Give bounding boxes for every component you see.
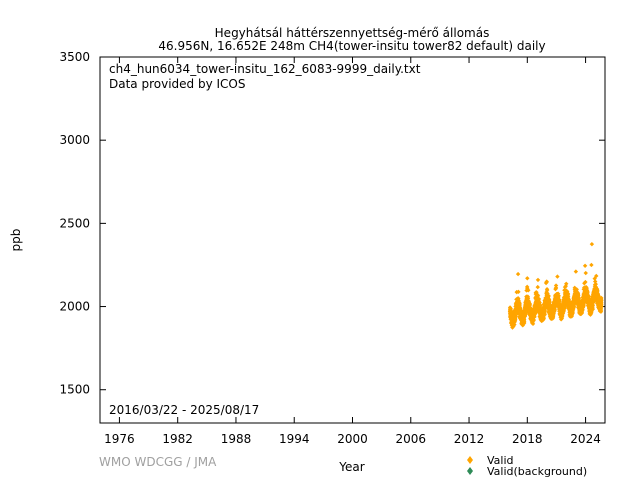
- y-tick-label: 2500: [59, 216, 90, 230]
- data-point: [593, 281, 598, 287]
- chart-subtitle: 46.956N, 16.652E 248m CH4(tower-insitu t…: [158, 39, 545, 53]
- data-point: [522, 319, 527, 324]
- data-point: [555, 274, 560, 279]
- legend-valid-label: Valid: [487, 454, 514, 467]
- data-point: [590, 307, 595, 312]
- data-point: [517, 301, 522, 307]
- data-point: [557, 298, 562, 304]
- data-point: [528, 306, 533, 311]
- data-point: [512, 322, 517, 327]
- data-point: [542, 309, 548, 314]
- x-tick-label: 1988: [221, 432, 252, 446]
- data-point: [590, 303, 596, 308]
- data-point: [562, 304, 567, 310]
- data-point: [576, 295, 582, 301]
- legend-background-label: Valid(background): [487, 465, 587, 478]
- x-tick-label: 2006: [395, 432, 426, 446]
- data-point: [555, 291, 561, 296]
- chart-title: Hegyhátsál háttérszennyettség-mérő állom…: [215, 26, 490, 40]
- data-point: [534, 290, 539, 295]
- x-axis-ticks: 1976 1982 1988 1994 2000 2006 2012 2018 2024: [104, 57, 601, 446]
- data-point: [574, 287, 579, 292]
- y-axis-ticks: 1500 2000 2500 3000 3500: [59, 50, 605, 397]
- data-point: [516, 298, 521, 303]
- data-point: [582, 285, 587, 290]
- y-tick-label: 3000: [59, 133, 90, 147]
- data-point: [515, 271, 521, 277]
- data-point: [583, 270, 588, 276]
- credit-label: WMO WDCGG / JMA: [99, 455, 217, 469]
- y-tick-label: 2000: [59, 300, 90, 314]
- data-point: [599, 298, 604, 303]
- plot-frame: [99, 56, 606, 424]
- data-points: [507, 241, 604, 330]
- data-point: [589, 262, 594, 268]
- data-point: [527, 302, 533, 308]
- data-point: [582, 263, 588, 268]
- provider-label: Data provided by ICOS: [109, 77, 245, 91]
- data-point: [594, 273, 599, 279]
- data-point: [535, 284, 540, 290]
- data-point: [525, 276, 530, 281]
- data-point: [541, 315, 546, 321]
- data-point: [585, 289, 590, 295]
- x-tick-label: 2024: [570, 432, 601, 446]
- data-point: [544, 287, 550, 293]
- file-label: ch4_hun6034_tower-insitu_162_6083-9999_d…: [109, 62, 421, 76]
- data-point: [536, 296, 542, 302]
- data-point: [581, 303, 586, 308]
- data-point: [516, 289, 521, 295]
- data-point: [589, 241, 595, 247]
- x-tick-label: 1976: [104, 432, 135, 446]
- data-point: [556, 297, 562, 302]
- data-point: [535, 277, 541, 283]
- green-diamond-marker: [467, 467, 473, 475]
- data-point: [535, 293, 541, 298]
- x-tick-label: 1994: [279, 432, 310, 446]
- x-tick-label: 2000: [337, 432, 368, 446]
- data-point: [583, 279, 588, 285]
- data-point: [593, 279, 598, 284]
- data-point: [599, 295, 604, 301]
- data-point: [546, 293, 551, 299]
- x-axis-label: Year: [338, 460, 364, 474]
- y-axis-label: ppb: [9, 229, 23, 252]
- data-point: [573, 269, 579, 274]
- x-tick-label: 2012: [454, 432, 485, 446]
- y-tick-label: 1500: [59, 383, 90, 397]
- legend: Valid Valid(background): [467, 454, 587, 478]
- data-point: [595, 288, 600, 294]
- y-tick-label: 3500: [59, 50, 90, 64]
- data-point: [530, 321, 536, 327]
- data-point: [531, 317, 536, 323]
- data-point: [598, 307, 604, 313]
- data-point: [512, 319, 518, 324]
- data-point: [546, 297, 552, 302]
- data-point: [513, 317, 518, 323]
- data-point: [552, 307, 557, 312]
- date-range-label: 2016/03/22 - 2025/08/17: [109, 403, 259, 417]
- data-point: [553, 283, 559, 288]
- data-point: [564, 289, 570, 294]
- data-point: [599, 303, 604, 309]
- data-point: [532, 314, 537, 320]
- data-point: [526, 288, 531, 293]
- data-point: [576, 293, 581, 298]
- x-tick-label: 2018: [512, 432, 543, 446]
- data-point: [544, 279, 549, 284]
- data-point: [592, 276, 597, 281]
- data-point: [564, 281, 569, 287]
- data-point: [556, 293, 561, 299]
- x-tick-label: 1982: [162, 432, 193, 446]
- data-point: [537, 303, 543, 308]
- data-point: [533, 308, 538, 314]
- data-point: [542, 312, 547, 317]
- orange-diamond-marker: [467, 456, 473, 464]
